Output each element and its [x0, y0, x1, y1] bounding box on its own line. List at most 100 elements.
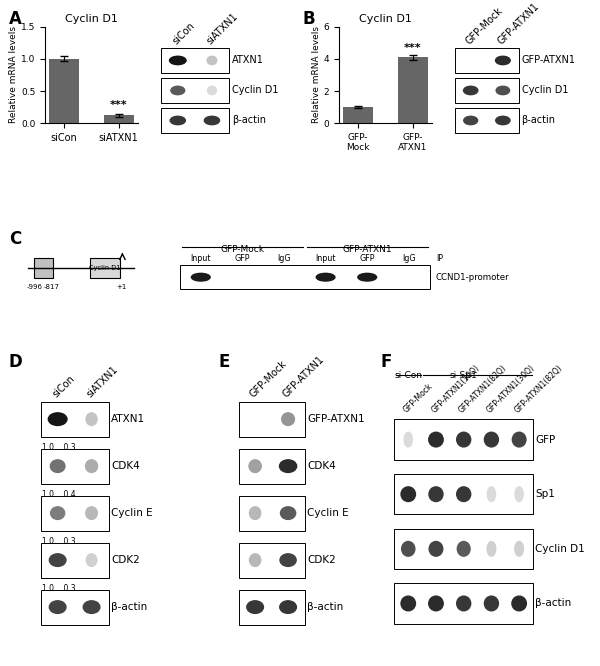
Ellipse shape: [171, 87, 185, 95]
Ellipse shape: [515, 487, 523, 501]
Text: +1: +1: [116, 284, 127, 290]
Ellipse shape: [464, 117, 478, 125]
Ellipse shape: [429, 596, 443, 611]
Text: Cyclin D1: Cyclin D1: [535, 544, 585, 554]
Bar: [104, 115, 134, 123]
Text: GFP: GFP: [535, 435, 556, 445]
Ellipse shape: [205, 117, 220, 125]
Text: Cyclin E: Cyclin E: [307, 508, 349, 518]
Text: E: E: [219, 353, 230, 371]
Bar: [394, 583, 533, 624]
Text: si-Sp1: si-Sp1: [450, 372, 478, 380]
Text: β-actin: β-actin: [521, 115, 556, 125]
Ellipse shape: [484, 596, 499, 611]
Bar: [239, 449, 305, 484]
Bar: [239, 496, 305, 531]
Ellipse shape: [429, 432, 443, 447]
Ellipse shape: [86, 554, 97, 566]
Bar: [239, 402, 305, 437]
Text: CDK2: CDK2: [307, 555, 336, 565]
Title: Cyclin D1: Cyclin D1: [65, 15, 118, 25]
Bar: [394, 529, 533, 569]
Text: -817: -817: [44, 284, 59, 290]
Ellipse shape: [170, 56, 186, 65]
Bar: [161, 48, 229, 73]
Text: ATXN1: ATXN1: [232, 55, 263, 65]
Ellipse shape: [316, 273, 335, 281]
Bar: [41, 449, 109, 484]
Text: Cyclin D1: Cyclin D1: [521, 85, 568, 95]
Ellipse shape: [50, 460, 65, 472]
Bar: [455, 108, 519, 133]
Ellipse shape: [487, 541, 496, 556]
Ellipse shape: [49, 554, 66, 566]
Ellipse shape: [208, 87, 217, 95]
Text: GFP: GFP: [359, 254, 375, 263]
Text: CDK2: CDK2: [111, 555, 140, 565]
Text: Cyclin E: Cyclin E: [111, 508, 153, 518]
Bar: [394, 420, 533, 460]
Bar: [41, 496, 109, 531]
Ellipse shape: [404, 432, 412, 447]
Ellipse shape: [250, 554, 261, 566]
Ellipse shape: [457, 432, 470, 447]
Ellipse shape: [191, 273, 210, 281]
Text: siATXN1: siATXN1: [205, 11, 240, 46]
Text: GFP-ATXN1(30Q): GFP-ATXN1(30Q): [485, 363, 536, 415]
Text: siCon: siCon: [50, 374, 77, 400]
Bar: [239, 543, 305, 577]
Ellipse shape: [170, 117, 185, 125]
Text: B: B: [303, 10, 316, 28]
Y-axis label: Relative mRNA levels: Relative mRNA levels: [312, 27, 321, 123]
Ellipse shape: [281, 507, 296, 519]
Ellipse shape: [401, 487, 415, 501]
Ellipse shape: [512, 596, 526, 611]
Bar: [180, 265, 430, 289]
Bar: [343, 107, 373, 123]
Ellipse shape: [401, 541, 415, 556]
Text: β-actin: β-actin: [111, 602, 148, 612]
Ellipse shape: [207, 56, 217, 65]
Ellipse shape: [282, 413, 295, 426]
Ellipse shape: [250, 507, 261, 519]
Text: 1.0    0.4: 1.0 0.4: [43, 490, 76, 499]
Bar: [41, 589, 109, 625]
Text: GFP-Mock: GFP-Mock: [220, 245, 265, 254]
Text: 1.0    0.3: 1.0 0.3: [43, 537, 76, 546]
Bar: [90, 258, 120, 278]
Text: GFP-ATXN1(82Q): GFP-ATXN1(82Q): [457, 364, 509, 415]
Ellipse shape: [49, 413, 67, 426]
Ellipse shape: [457, 596, 470, 611]
Text: ATXN1: ATXN1: [111, 414, 145, 424]
Ellipse shape: [464, 87, 478, 95]
Text: siCon: siCon: [171, 20, 197, 46]
Bar: [161, 108, 229, 133]
Ellipse shape: [401, 596, 415, 611]
Text: CDK4: CDK4: [307, 461, 336, 471]
Ellipse shape: [496, 87, 509, 95]
Text: CDK4: CDK4: [111, 461, 140, 471]
Bar: [49, 59, 79, 123]
Ellipse shape: [496, 117, 510, 125]
Text: IgG: IgG: [277, 254, 291, 263]
Bar: [239, 589, 305, 625]
Ellipse shape: [280, 460, 296, 472]
Ellipse shape: [358, 273, 377, 281]
Text: F: F: [381, 353, 392, 371]
Ellipse shape: [429, 487, 443, 501]
Text: GFP-ATXN1(30Q): GFP-ATXN1(30Q): [430, 363, 481, 415]
Text: GFP-ATXN1(82Q): GFP-ATXN1(82Q): [513, 364, 564, 415]
Ellipse shape: [86, 507, 97, 519]
Text: C: C: [9, 230, 21, 248]
Bar: [161, 78, 229, 103]
Text: ***: ***: [110, 101, 128, 111]
Text: 1.0    0.3: 1.0 0.3: [43, 584, 76, 593]
Text: Cyclin D1: Cyclin D1: [89, 265, 121, 271]
Text: β-actin: β-actin: [535, 599, 571, 609]
Text: GFP-ATXN1: GFP-ATXN1: [307, 414, 365, 424]
Bar: [455, 78, 519, 103]
Ellipse shape: [512, 432, 526, 447]
Ellipse shape: [280, 601, 296, 613]
Ellipse shape: [83, 601, 100, 613]
Bar: [455, 48, 519, 73]
